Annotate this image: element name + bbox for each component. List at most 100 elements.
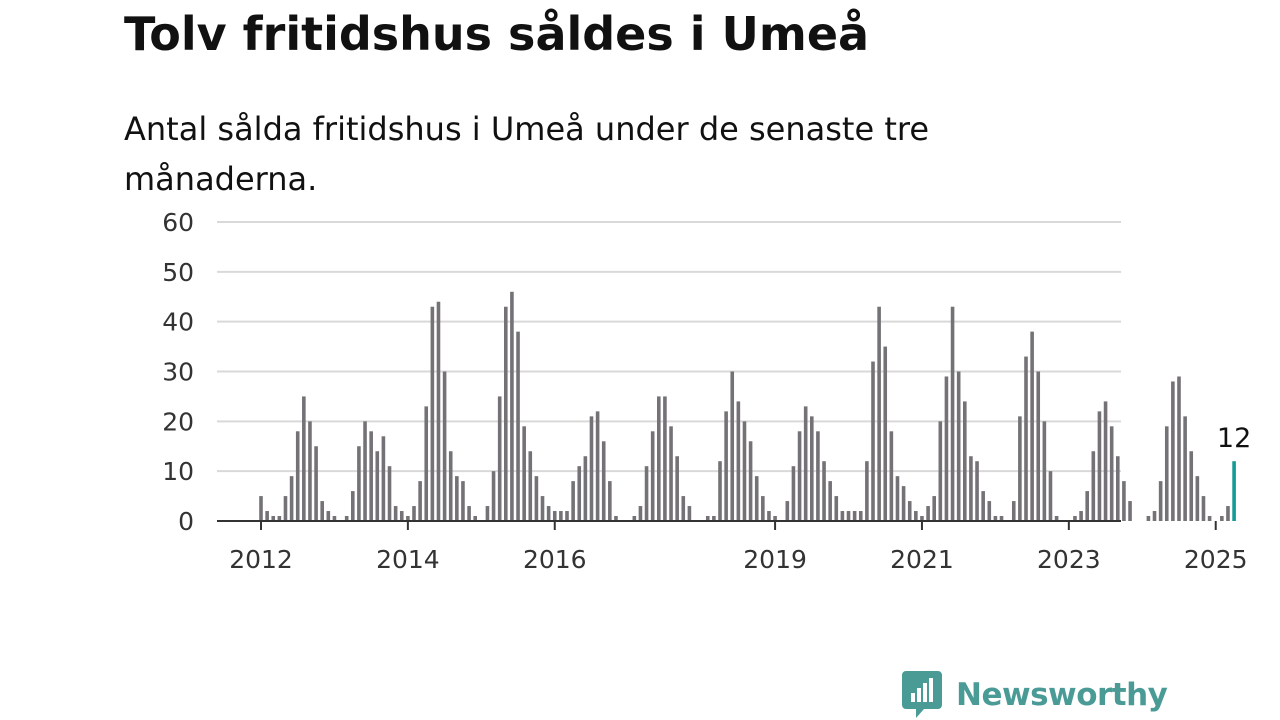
bar bbox=[510, 291, 514, 521]
bar bbox=[1152, 511, 1157, 521]
bar bbox=[1085, 491, 1089, 521]
gridlines bbox=[217, 221, 1121, 473]
bar bbox=[430, 306, 435, 521]
bar bbox=[687, 506, 692, 521]
bar bbox=[424, 406, 429, 521]
bar bbox=[914, 511, 918, 521]
bar bbox=[393, 506, 398, 521]
bar bbox=[865, 461, 869, 521]
bar bbox=[589, 416, 594, 521]
bars bbox=[259, 291, 1236, 521]
y-axis-ticks: 0 10 20 30 40 50 60 bbox=[162, 208, 194, 536]
bar bbox=[363, 421, 367, 521]
bar bbox=[583, 456, 588, 521]
bar bbox=[577, 466, 582, 521]
bar bbox=[387, 466, 392, 521]
bar bbox=[265, 511, 269, 521]
chart-subtitle: Antal sålda fritidshus i Umeå under de s… bbox=[124, 110, 929, 198]
bar bbox=[816, 431, 820, 521]
bar bbox=[491, 471, 496, 521]
bar bbox=[889, 431, 894, 521]
data-labels: 12 bbox=[1217, 423, 1251, 454]
bar bbox=[369, 431, 373, 521]
bar bbox=[406, 516, 410, 521]
bar bbox=[797, 431, 802, 521]
bar bbox=[473, 516, 477, 521]
bar bbox=[773, 516, 777, 521]
bar bbox=[320, 501, 324, 521]
bar bbox=[375, 451, 380, 521]
bar bbox=[528, 451, 533, 521]
x-tick-label: 2021 bbox=[890, 545, 954, 574]
bar-highlight bbox=[1232, 461, 1236, 521]
bar bbox=[540, 496, 545, 521]
bar bbox=[840, 511, 845, 521]
bar bbox=[938, 421, 943, 521]
bar bbox=[302, 396, 306, 521]
bar bbox=[681, 496, 686, 521]
y-tick-label: 50 bbox=[162, 258, 194, 287]
bar bbox=[828, 481, 832, 521]
bar bbox=[810, 416, 814, 521]
bar bbox=[565, 511, 569, 521]
bar bbox=[1122, 481, 1126, 521]
bar bbox=[975, 461, 979, 521]
bar bbox=[559, 511, 563, 521]
bar bbox=[950, 306, 955, 521]
bar bbox=[705, 516, 710, 521]
bar bbox=[920, 516, 924, 521]
bar bbox=[608, 481, 612, 521]
bar bbox=[650, 431, 655, 521]
bar bbox=[993, 516, 998, 521]
bar bbox=[657, 396, 661, 521]
bar bbox=[1073, 516, 1077, 521]
bar bbox=[1054, 516, 1059, 521]
bar bbox=[638, 506, 643, 521]
bar bbox=[981, 491, 985, 521]
bar bbox=[761, 496, 765, 521]
x-tick-label: 2019 bbox=[743, 545, 807, 574]
bar bbox=[283, 496, 288, 521]
bar bbox=[871, 361, 875, 521]
bar bbox=[418, 481, 422, 521]
x-tick-label: 2025 bbox=[1184, 545, 1248, 574]
bar bbox=[1183, 416, 1187, 521]
bar bbox=[1128, 501, 1132, 521]
bar bbox=[748, 441, 753, 521]
bar bbox=[314, 446, 318, 521]
bar bbox=[455, 476, 459, 521]
bar bbox=[601, 441, 606, 521]
y-tick-label: 60 bbox=[162, 208, 194, 237]
x-tick-label: 2014 bbox=[376, 545, 440, 574]
bar bbox=[308, 421, 312, 521]
bar bbox=[516, 331, 520, 521]
bar bbox=[467, 506, 471, 521]
bar bbox=[332, 516, 337, 521]
bar bbox=[1207, 516, 1212, 521]
bar bbox=[1226, 506, 1230, 521]
bar bbox=[846, 511, 851, 521]
bar bbox=[595, 411, 600, 521]
bar bbox=[1024, 356, 1028, 521]
bar bbox=[969, 456, 973, 521]
y-tick-label: 0 bbox=[178, 507, 194, 536]
bar bbox=[932, 496, 936, 521]
bar bbox=[1146, 516, 1151, 521]
bar bbox=[1220, 516, 1224, 521]
bar bbox=[614, 516, 618, 521]
bar bbox=[448, 451, 453, 521]
bar bbox=[1097, 411, 1102, 521]
bar bbox=[724, 411, 728, 521]
bar bbox=[399, 511, 404, 521]
bar bbox=[552, 511, 557, 521]
bar bbox=[485, 506, 490, 521]
bar bbox=[277, 516, 282, 521]
bar bbox=[754, 476, 759, 521]
bar bbox=[436, 301, 441, 521]
bar bbox=[1164, 426, 1169, 521]
bar bbox=[632, 516, 637, 521]
highlight-label: 12 bbox=[1217, 423, 1251, 454]
y-tick-label: 40 bbox=[162, 308, 194, 337]
bar bbox=[742, 421, 747, 521]
y-tick-label: 20 bbox=[162, 407, 194, 436]
